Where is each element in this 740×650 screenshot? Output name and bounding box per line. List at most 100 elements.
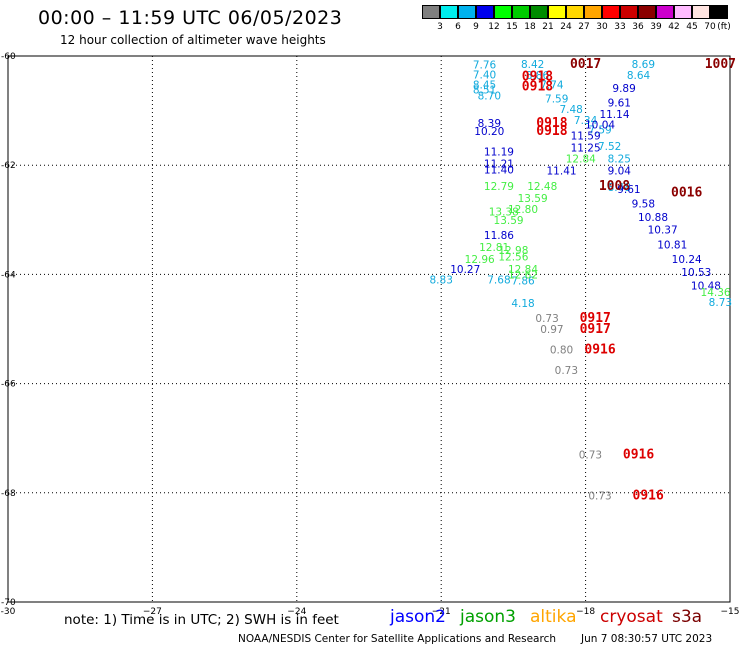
wave-height-label: 11.86 xyxy=(484,230,514,242)
y-tick-label: -68 xyxy=(1,489,16,499)
colorbar-label: 39 xyxy=(650,22,662,32)
wave-height-label: 9.61 xyxy=(617,184,640,196)
colorbar-swatch xyxy=(530,5,548,19)
wave-height-label: 7.34 xyxy=(574,115,598,127)
footer-note: note: 1) Time is in UTC; 2) SWH is in fe… xyxy=(64,612,339,628)
wave-height-label: 12.96 xyxy=(465,254,495,266)
wave-height-label: 13.59 xyxy=(518,193,548,205)
wave-height-label: 9.58 xyxy=(632,198,655,210)
wave-height-label: 13.59 xyxy=(494,215,524,227)
wave-height-label: 8.83 xyxy=(430,274,453,286)
plot-frame xyxy=(7,55,731,603)
wave-height-label: 7.76 xyxy=(473,60,497,72)
wave-height-label: 0.73 xyxy=(588,491,611,503)
wave-height-label: 11.40 xyxy=(484,165,514,177)
wave-height-label: 8.73 xyxy=(709,297,732,309)
satellite-jason2: jason2 xyxy=(390,607,446,627)
wave-height-label: 8.25 xyxy=(608,154,631,166)
wave-height-label: 12.79 xyxy=(484,181,514,193)
wave-height-label: 12.56 xyxy=(498,251,528,263)
satellite-altika: altika xyxy=(530,607,577,627)
colorbar-label: 42 xyxy=(668,22,680,32)
wave-height-label: 12.62 xyxy=(508,269,538,281)
wave-height-label: 10.53 xyxy=(681,267,711,279)
pass-time-label: 0017 xyxy=(570,57,601,72)
y-tick-label: -60 xyxy=(1,52,16,62)
wave-height-label: 8.64 xyxy=(627,70,651,82)
wave-height-label: 11.25 xyxy=(571,143,601,155)
colorbar-swatch xyxy=(602,5,620,19)
x-tick-label: −18 xyxy=(576,607,595,617)
colorbar-swatch xyxy=(512,5,530,19)
wave-height-label: 8.86 xyxy=(526,70,550,82)
colorbar-label: 27 xyxy=(578,22,590,32)
wave-height-label: 10.20 xyxy=(474,126,504,138)
wave-height-label: 8.70 xyxy=(478,90,501,102)
colorbar-swatch xyxy=(710,5,728,19)
x-tick-label: −27 xyxy=(143,607,162,617)
chart-title: 00:00 – 11:59 UTC 06/05/2023 xyxy=(38,7,343,29)
colorbar-swatch xyxy=(674,5,692,19)
colorbar-label: 33 xyxy=(614,22,626,32)
pass-time-label: 1008 xyxy=(599,179,630,194)
colorbar-label: 36 xyxy=(632,22,644,32)
wave-height-label: 8.39 xyxy=(478,118,501,130)
wave-height-label: 10.27 xyxy=(450,264,480,276)
wave-height-label: 10.37 xyxy=(648,225,678,237)
wave-height-label: 7.74 xyxy=(540,79,564,91)
colorbar-swatch xyxy=(548,5,566,19)
wave-height-label: 7.68 xyxy=(487,274,510,286)
wave-height-label: 8.51 xyxy=(473,84,496,96)
pass-time-label: 0917 xyxy=(580,311,611,326)
pass-time-label: 0918 xyxy=(536,124,567,139)
wave-height-label: 12.81 xyxy=(479,242,509,254)
satellite-jason3: jason3 xyxy=(460,607,516,627)
pass-time-label: 0917 xyxy=(580,322,611,337)
wave-height-label: 11.19 xyxy=(484,147,514,159)
wave-height-label: 0.97 xyxy=(540,324,563,336)
satellite-s3a: s3a xyxy=(672,607,703,627)
chart-subtitle: 12 hour collection of altimeter wave hei… xyxy=(60,33,326,47)
wave-height-label: 10.04 xyxy=(585,119,615,131)
colorbar-swatch xyxy=(458,5,476,19)
pass-time-label: 0916 xyxy=(584,343,615,358)
wave-height-label: 9.89 xyxy=(612,83,635,95)
wave-height-label: 12.84 xyxy=(566,154,596,166)
wave-height-label: 7.86 xyxy=(511,275,535,287)
colorbar-swatch xyxy=(566,5,584,19)
wave-height-label: 11.14 xyxy=(599,109,629,121)
wave-height-label: 7.59 xyxy=(545,94,568,106)
colorbar-label: 18 xyxy=(524,22,536,32)
wave-height-label: 9.04 xyxy=(608,166,632,178)
colorbar-label: 9 xyxy=(473,22,479,32)
wave-height-label: 10.81 xyxy=(657,239,687,251)
colorbar-label: 6 xyxy=(455,22,461,32)
colorbar-label: 24 xyxy=(560,22,572,32)
colorbar-label: 21 xyxy=(542,22,554,32)
wave-height-label: 10.24 xyxy=(672,254,702,266)
y-tick-label: -66 xyxy=(1,380,16,390)
wave-height-label: 14.36 xyxy=(701,287,731,299)
wave-height-label: 8.45 xyxy=(473,79,496,91)
generated-timestamp: Jun 7 08:30:57 UTC 2023 xyxy=(581,633,713,645)
colorbar-swatch xyxy=(656,5,674,19)
wave-height-label: 0.73 xyxy=(535,313,558,325)
colorbar-swatch xyxy=(620,5,638,19)
wave-height-label: 12.80 xyxy=(508,204,538,216)
pass-time-label: 0916 xyxy=(623,448,654,463)
y-tick-label: -62 xyxy=(1,161,16,171)
colorbar-swatch xyxy=(494,5,512,19)
colorbar-label: 12 xyxy=(488,22,500,32)
wave-height-label: 12.84 xyxy=(508,264,538,276)
wave-height-label: 0.73 xyxy=(579,450,602,462)
wave-height-label: 8.48 xyxy=(608,182,631,194)
x-tick-label: −21 xyxy=(432,607,451,617)
y-tick-label: -64 xyxy=(1,270,16,280)
satellite-cryosat: cryosat xyxy=(600,607,663,627)
wave-height-label: 11.41 xyxy=(547,166,577,178)
colorbar-swatch xyxy=(422,5,440,19)
pass-time-label: 1007 xyxy=(705,57,736,72)
y-tick-label: -70 xyxy=(1,598,16,608)
credit-text: NOAA/NESDIS Center for Satellite Applica… xyxy=(238,633,556,645)
colorbar-label: 45 xyxy=(686,22,698,32)
